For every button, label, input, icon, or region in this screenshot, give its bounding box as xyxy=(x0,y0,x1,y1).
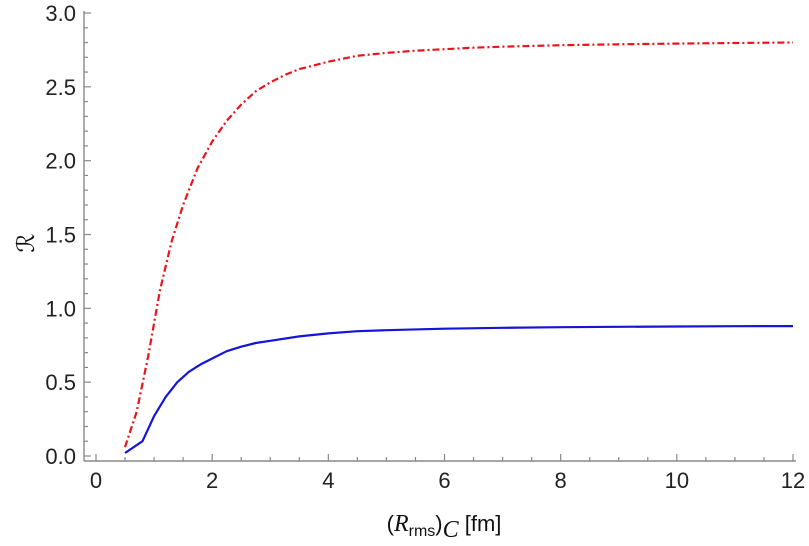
x-tick-label: 2 xyxy=(206,468,218,493)
series-blue-solid-line xyxy=(124,325,794,454)
y-tick-label: 3.0 xyxy=(45,1,76,26)
x-axis-title-close-paren: ) xyxy=(435,511,442,536)
y-tick-label: 1.0 xyxy=(45,296,76,321)
axes xyxy=(83,11,796,462)
x-axis-title-symbol: R xyxy=(393,511,409,537)
y-tick-label: 0.0 xyxy=(45,444,76,469)
x-axis-title-subscript: rms xyxy=(409,523,436,540)
x-tick-label: 6 xyxy=(438,468,450,493)
x-axis-title-open-paren: ( xyxy=(387,511,395,536)
x-axis-title-outer-subscript: C xyxy=(443,517,460,543)
series-layer xyxy=(123,41,794,454)
y-tick-label: 2.0 xyxy=(45,149,76,174)
x-tick-label: 0 xyxy=(90,468,102,493)
x-axis-title-unit: [fm] xyxy=(459,511,502,536)
y-tick-label: 0.5 xyxy=(45,370,76,395)
ticks xyxy=(84,12,794,461)
x-tick-label: 12 xyxy=(781,468,805,493)
y-tick-label: 1.5 xyxy=(45,223,76,248)
x-axis-title: (Rrms)C [fm] xyxy=(387,511,502,543)
tick-labels: 0 2 4 6 8 10 12 0.0 0.5 1.0 1.5 2.0 2.5 3.0 xyxy=(45,1,805,493)
x-tick-label: 4 xyxy=(322,468,334,493)
y-tick-label: 2.5 xyxy=(45,75,76,100)
series-red-dashdot-line xyxy=(123,41,794,448)
y-axis-title: ℛ xyxy=(14,233,40,252)
x-tick-label: 8 xyxy=(555,468,567,493)
x-tick-label: 10 xyxy=(665,468,689,493)
